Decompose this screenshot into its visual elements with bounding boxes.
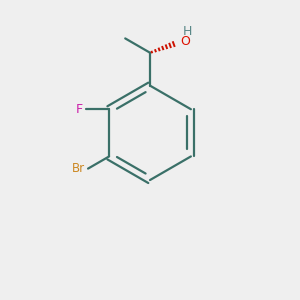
Text: F: F: [76, 103, 83, 116]
Text: H: H: [182, 26, 192, 38]
Text: Br: Br: [72, 162, 85, 175]
Text: O: O: [180, 35, 190, 49]
